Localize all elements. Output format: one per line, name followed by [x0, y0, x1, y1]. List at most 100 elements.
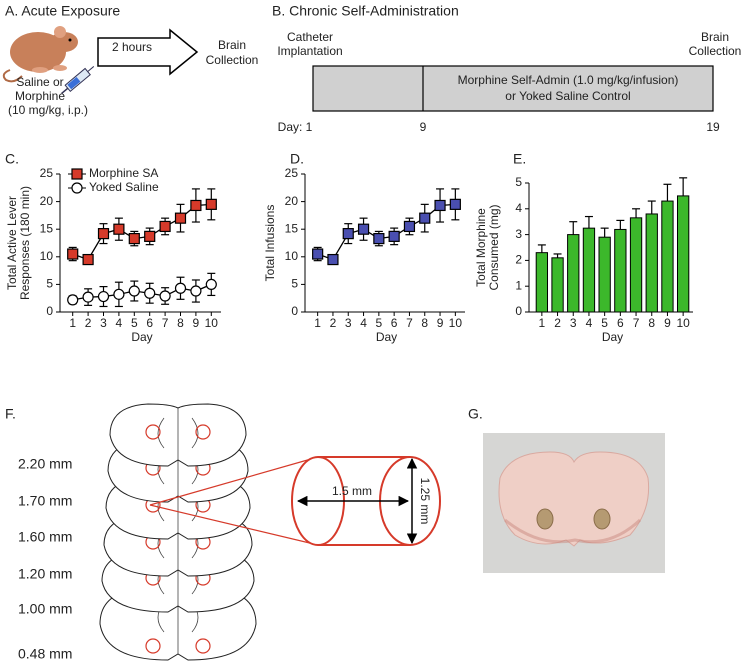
y-tick-label: 0 — [46, 304, 53, 318]
y-tick-label: 5 — [46, 277, 53, 291]
series-line — [72, 203, 212, 261]
marker — [357, 223, 370, 235]
marker — [434, 199, 446, 212]
cylinder-diagram — [149, 456, 441, 546]
arrow — [97, 28, 199, 76]
marker — [205, 278, 217, 290]
bar — [661, 200, 674, 313]
x-tick-label: 7 — [633, 316, 640, 330]
marker — [97, 290, 110, 303]
marker — [159, 290, 171, 302]
x-tick-label: 1 — [314, 316, 321, 330]
y-tick-label: 5 — [291, 277, 298, 291]
cylinder-diameter: 1.25 mm — [418, 478, 432, 525]
y-tick-label: 1 — [515, 278, 522, 292]
bar — [645, 213, 658, 313]
x-tick-label: 2 — [85, 316, 92, 330]
marker — [128, 285, 140, 297]
panel-title: E. — [513, 151, 526, 167]
sample-site — [145, 424, 161, 440]
x-axis-label: Day — [602, 330, 623, 344]
x-tick-label: 8 — [177, 316, 184, 330]
y-axis-label: Total Infusions — [263, 205, 277, 282]
y-tick-label: 25 — [40, 166, 54, 180]
timeline-end: Brain — [701, 30, 729, 44]
marker — [312, 248, 324, 260]
brain-sections — [99, 403, 257, 661]
brain-detail — [157, 408, 199, 460]
treatment: Morphine — [15, 89, 65, 103]
section-level: 0.48 mm — [18, 646, 72, 662]
y-tick-label: 10 — [40, 249, 54, 263]
y-tick-label: 5 — [515, 175, 522, 189]
x-tick-label: 8 — [648, 316, 655, 330]
y-tick-label: 3 — [515, 227, 522, 241]
y-tick-label: 25 — [285, 166, 299, 180]
marker — [144, 230, 156, 242]
x-tick-label: 10 — [676, 316, 690, 330]
marker — [205, 198, 217, 210]
x-tick-label: 9 — [193, 316, 200, 330]
sample-site — [195, 424, 211, 440]
x-tick-label: 5 — [131, 316, 138, 330]
section-level: 1.70 mm — [18, 493, 72, 509]
bar — [629, 217, 643, 313]
x-tick-label: 2 — [330, 316, 337, 330]
marker — [327, 253, 339, 266]
y-tick-label: 10 — [285, 249, 299, 263]
marker — [113, 223, 125, 235]
tissue-photo — [483, 433, 665, 573]
bar — [567, 234, 580, 313]
treatment: (10 mg/kg, i.p.) — [8, 103, 88, 117]
marker — [174, 282, 187, 294]
bar — [582, 227, 596, 313]
marker — [82, 291, 94, 303]
x-tick-label: 10 — [449, 316, 463, 330]
panel-title: G. — [468, 406, 483, 422]
panel-title: D. — [290, 151, 304, 167]
marker — [174, 212, 187, 224]
sample-site — [145, 638, 161, 654]
phase-label: Morphine Self-Admin (1.0 mg/kg/infusion) — [458, 73, 679, 87]
marker — [128, 232, 140, 245]
marker — [342, 228, 354, 240]
marker — [190, 199, 202, 212]
panel-title: A. Acute Exposure — [5, 3, 120, 19]
section-level: 1.20 mm — [18, 566, 72, 582]
x-tick-label: 10 — [205, 316, 219, 330]
x-tick-label: 4 — [360, 316, 367, 330]
marker — [373, 232, 385, 245]
sample-site — [195, 638, 211, 654]
treatment: Saline or — [16, 75, 63, 89]
marker — [388, 230, 400, 242]
x-tick-label: 5 — [601, 316, 608, 330]
bar — [551, 257, 564, 313]
y-axis-label: Responses (180 min) — [18, 186, 32, 300]
day-label: Day: 1 — [278, 120, 313, 134]
legend-label: Yoked Saline — [89, 180, 159, 194]
x-tick-label: 3 — [570, 316, 577, 330]
y-tick-label: 15 — [40, 221, 54, 235]
marker — [113, 288, 125, 300]
timeline-start: Implantation — [277, 44, 342, 58]
x-tick-label: 1 — [69, 316, 76, 330]
bar — [535, 252, 549, 313]
x-tick-label: 3 — [345, 316, 352, 330]
timeline-start: Catheter — [287, 30, 333, 44]
endpoint: Brain — [218, 38, 246, 52]
cylinder-length: 1.5 mm — [332, 484, 372, 498]
panel-title: C. — [5, 151, 19, 167]
x-axis-label: Day — [131, 330, 152, 344]
y-axis-label: Total Morphine — [474, 208, 488, 287]
legend-label: Morphine SA — [89, 166, 158, 180]
x-tick-label: 7 — [406, 316, 413, 330]
x-tick-label: 9 — [437, 316, 444, 330]
legend-marker — [71, 168, 83, 180]
marker — [449, 198, 461, 210]
marker — [419, 212, 431, 224]
y-tick-label: 15 — [285, 221, 299, 235]
y-axis-label: Consumed (mg) — [487, 204, 501, 290]
x-tick-label: 2 — [554, 316, 561, 330]
section-level: 1.00 mm — [18, 601, 72, 617]
